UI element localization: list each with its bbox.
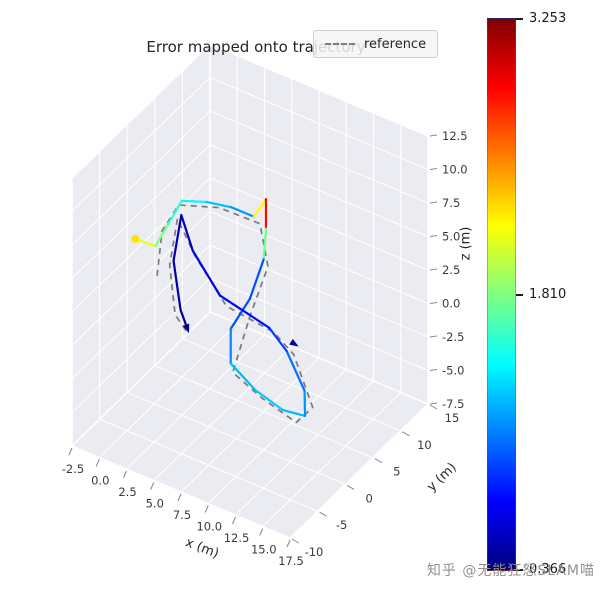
tick-label: -10 [305, 545, 324, 559]
reference-trajectory [156, 204, 314, 424]
tick-label: 10 [417, 438, 432, 452]
legend: reference [313, 30, 439, 58]
tick-label: -5 [336, 518, 347, 532]
tick-label: 5 [393, 465, 400, 479]
plot-title: Error mapped onto trajectory [146, 38, 366, 56]
z-tick-labels: -7.5 -5.0 -2.5 0.0 2.5 5.0 7.5 10.0 12.5 [442, 129, 468, 411]
colorbar-label-mid: 1.810 [529, 287, 567, 302]
tick-label: 0.0 [442, 297, 460, 311]
colorbar-tick-mark-mid [516, 294, 523, 296]
tick-label: 0.0 [91, 474, 109, 488]
tick-label: 12.5 [442, 129, 468, 143]
y-tick-labels: -10 -5 0 5 10 15 [305, 411, 460, 559]
start-marker [131, 234, 140, 243]
colorbar-tick-mark-max [516, 18, 523, 20]
tick-label: 0 [366, 491, 373, 505]
legend-label-reference: reference [364, 36, 427, 52]
tick-label: -5.0 [442, 364, 464, 378]
colorbar [487, 18, 516, 571]
x-tick-labels: -2.5 0.0 2.5 5.0 7.5 10.012.515.017.5 [62, 462, 304, 568]
end-arrow-marker [182, 323, 190, 334]
tick-label: 5.0 [442, 230, 460, 244]
plot-panes [70, 42, 430, 539]
estimated-trajectory [134, 197, 307, 417]
tick-label: -2.5 [442, 330, 464, 344]
tick-label: 2.5 [442, 263, 460, 277]
tick-label: 10.0 [196, 520, 222, 534]
colorbar-label-min: 0.366 [529, 562, 567, 577]
trajectory-markers [131, 234, 299, 347]
tick-label: 2.5 [118, 485, 136, 499]
tick-label: 7.5 [173, 508, 191, 522]
mid-arrow-marker [289, 338, 299, 347]
tick-label: 5.0 [146, 497, 164, 511]
tick-label: 12.5 [224, 531, 250, 545]
tick-label: 10.0 [442, 163, 468, 177]
axis-tick-marks [68, 134, 438, 548]
tick-label: -7.5 [442, 397, 464, 411]
colorbar-label-max: 3.253 [529, 11, 567, 26]
tick-label: 7.5 [442, 196, 460, 210]
tick-label: 15 [445, 411, 460, 425]
colorbar-tick-mark-min [516, 569, 523, 571]
tick-label: 17.5 [278, 554, 304, 568]
tick-label: 15.0 [251, 543, 277, 557]
dashed-line-icon [325, 43, 355, 45]
tick-label: -2.5 [62, 462, 84, 476]
z-axis-label: z (m) [458, 226, 474, 261]
watermark: 知乎 @无能狂怒SLAM喵 [426, 563, 595, 579]
